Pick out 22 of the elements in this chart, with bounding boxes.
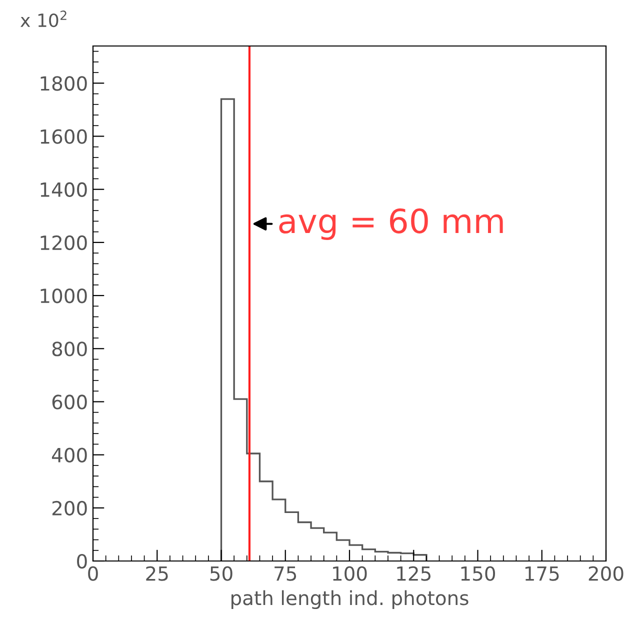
x-tick-label: 200 <box>588 566 624 581</box>
x-tick-label: 150 <box>461 566 496 581</box>
y-tick-label: 800 <box>52 342 87 356</box>
y-tick-label: 1000 <box>40 288 87 304</box>
y-tick-label: 600 <box>52 394 87 410</box>
x-tick-label: 0 <box>88 566 98 581</box>
y-tick-label: 200 <box>52 500 87 516</box>
x-axis-title: path length ind. photons <box>232 590 468 610</box>
y-tick-label: 1400 <box>40 182 87 198</box>
y-tick-label: 0 <box>77 554 87 569</box>
text: x 10$^{2}$ <box>20 10 66 28</box>
x-tick-label: 50 <box>210 566 232 581</box>
x-tick-label: 100 <box>333 566 367 581</box>
x-tick-label: 75 <box>274 566 296 581</box>
y-tick-label: 1800 <box>40 76 87 91</box>
y-tick-label: 400 <box>52 448 87 462</box>
x-tick-label: 175 <box>525 566 559 581</box>
y-tick-label: 1600 <box>40 129 87 144</box>
annotation: avg = 60 mm <box>279 208 503 240</box>
y-tick-label: 1200 <box>40 235 87 250</box>
x-tick-label: 125 <box>397 566 430 581</box>
x-tick-label: 25 <box>146 566 168 581</box>
